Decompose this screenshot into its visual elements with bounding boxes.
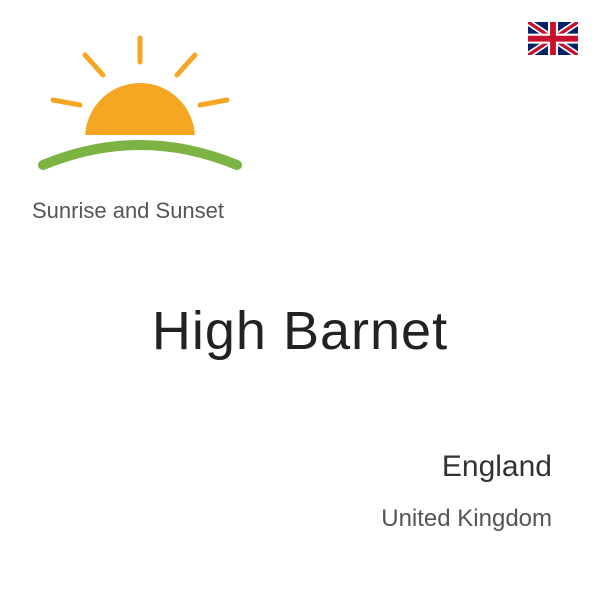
sunrise-icon — [25, 20, 255, 200]
sunrise-logo — [25, 20, 255, 200]
city-title: High Barnet — [0, 300, 600, 362]
country-label: United Kingdom — [381, 505, 552, 533]
region-label: England — [442, 450, 552, 484]
uk-flag-icon — [528, 22, 578, 56]
tagline-text: Sunrise and Sunset — [32, 198, 224, 224]
union-jack-icon — [528, 22, 578, 55]
